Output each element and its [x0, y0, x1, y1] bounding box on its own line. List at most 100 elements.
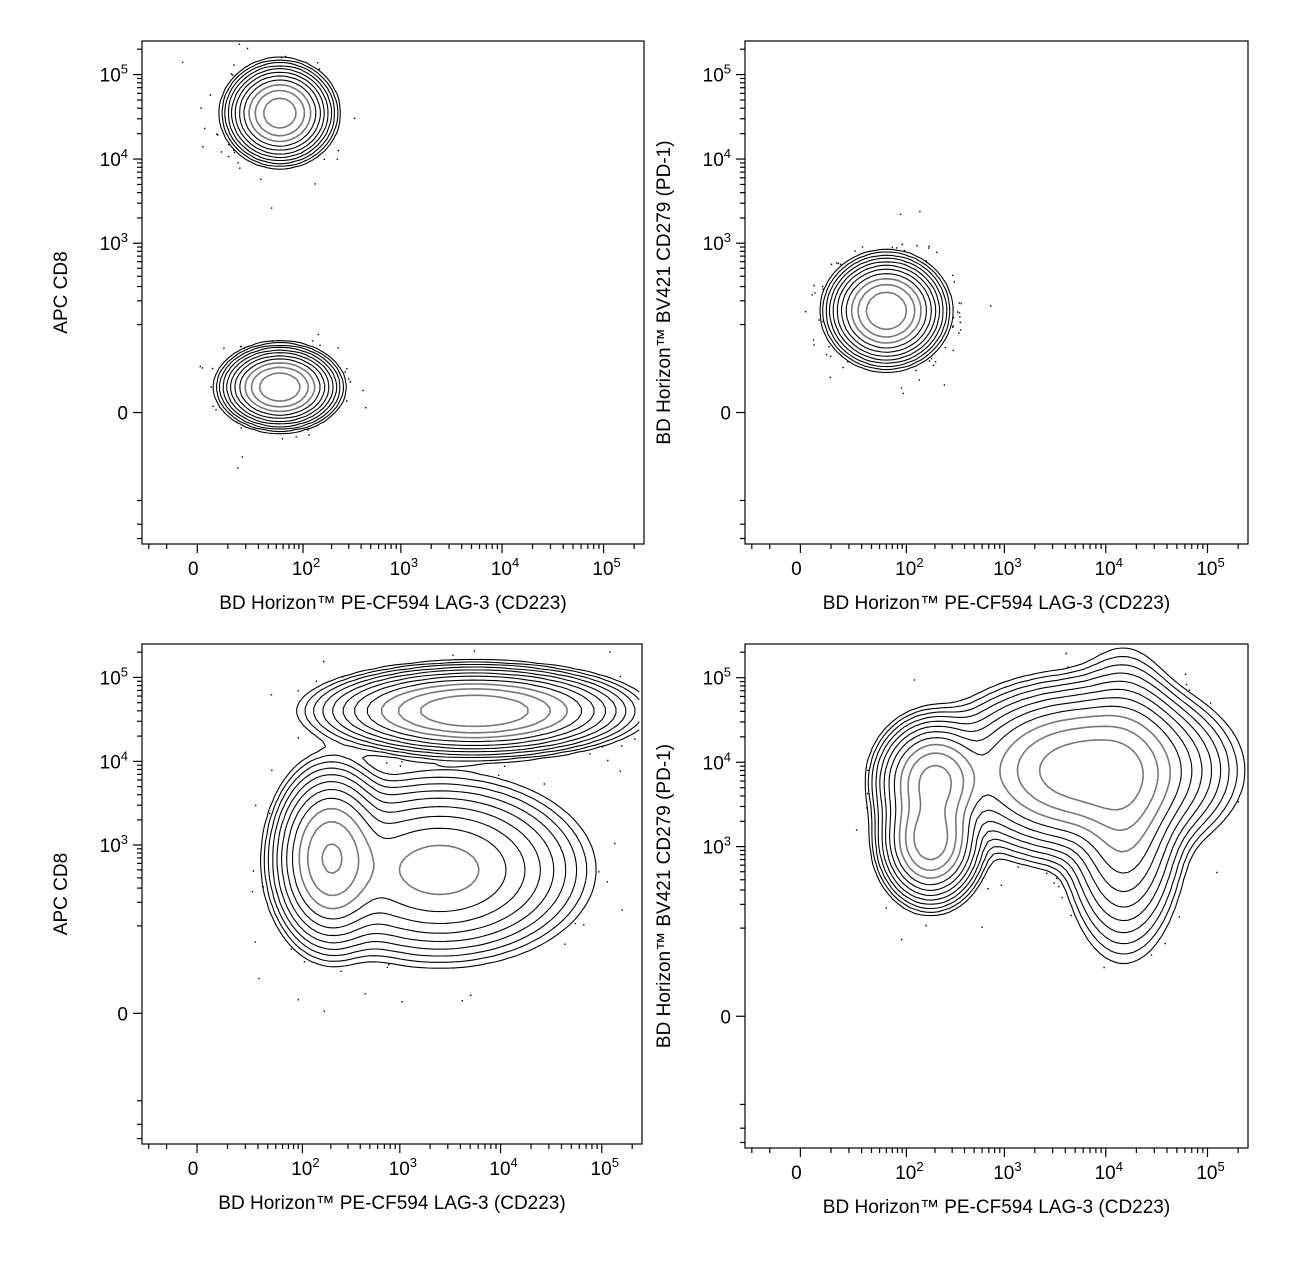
x-tick-label: 104: [1095, 1159, 1123, 1184]
y-tick-label: 103: [703, 230, 731, 255]
x-tick-label: 102: [895, 555, 923, 580]
plot-panel-3: 0 102 103 104 105 0 103 104 105 BD Horizon™ PE-CF…: [51, 643, 643, 1214]
x-tick-label: 102: [292, 555, 320, 580]
contour-level-5: [276, 669, 617, 944]
x-axis: 0 102 103 104 105: [751, 1148, 1239, 1184]
x-tick-label: 0: [188, 559, 199, 580]
contour-level-1: [819, 248, 954, 373]
y-axis-title: APC CD8: [51, 853, 72, 935]
y-tick-label: 103: [100, 230, 128, 255]
y-axis: 0 103 104 105: [703, 651, 745, 1144]
outlier-events: [181, 43, 367, 469]
x-tick-label: 0: [791, 559, 802, 580]
contour-level-2: [216, 59, 344, 433]
contour-level-9: [850, 278, 922, 344]
x-axis-title: BD Horizon™ PE-CF594 LAG-3 (CD223): [823, 593, 1170, 614]
contour-level-9: [898, 714, 1171, 879]
contour-level-3: [267, 663, 636, 957]
plot-panel-4: 0 102 103 104 105 0 103 104 105 BD Horizon™ PE-CF…: [654, 643, 1249, 1218]
contour-level-8: [239, 79, 321, 416]
y-tick-label: 104: [100, 748, 128, 773]
y-axis-title: APC CD8: [51, 251, 72, 333]
y-tick-label: 103: [703, 834, 731, 859]
plot-frame: [141, 643, 643, 1145]
contour-level-10: [307, 688, 551, 897]
contour-level-6: [281, 672, 606, 937]
x-axis-title: BD Horizon™ PE-CF594 LAG-3 (CD223): [823, 1197, 1170, 1218]
contour-level-4: [222, 65, 338, 428]
contour-level-7: [286, 675, 595, 929]
x-tick-label: 105: [1196, 555, 1224, 580]
contour-level-7: [888, 697, 1193, 893]
contour-level-7: [840, 268, 932, 353]
plot-frame: [744, 643, 1249, 1149]
contour-level-4: [828, 257, 944, 364]
y-axis: 0 103 104 105: [100, 651, 142, 1140]
y-axis-title: BD Horizon™ BV421 CD279 (PD-1): [654, 744, 675, 1048]
contour-level-10: [904, 725, 1159, 872]
x-axis-title: BD Horizon™ PE-CF594 LAG-3 (CD223): [218, 1193, 565, 1214]
contour-level-3: [871, 664, 1230, 945]
y-tick-label: 104: [703, 749, 731, 774]
y-tick-label: 105: [703, 665, 731, 690]
contour-level-3: [218, 61, 341, 430]
contour-level-5: [879, 680, 1213, 922]
contour-level-1: [260, 658, 640, 969]
contour-level-4: [875, 672, 1222, 934]
contour-level-5: [226, 68, 334, 425]
contour-level-7: [234, 75, 326, 419]
x-tick-label: 0: [188, 1159, 199, 1180]
x-tick-label: 103: [993, 555, 1021, 580]
outlier-events: [251, 650, 636, 1012]
x-axis-title: BD Horizon™ PE-CF594 LAG-3 (CD223): [219, 593, 566, 614]
contour-level-2: [867, 655, 1238, 955]
x-tick-label: 102: [895, 1159, 923, 1184]
x-tick-label: 104: [489, 1155, 517, 1180]
contour-level-9: [298, 683, 568, 910]
contour-level-10: [857, 283, 916, 338]
x-tick-label: 104: [491, 555, 519, 580]
plot-panel-2: 0 102 103 104 105 0 103 104 105 BD Horizon™ PE-CF…: [654, 40, 1249, 614]
contour-level-8: [893, 705, 1182, 886]
x-tick-label: 103: [389, 1155, 417, 1180]
y-tick-label: 0: [117, 1004, 128, 1025]
x-tick-label: 105: [591, 1155, 619, 1180]
contour-level-11: [865, 291, 908, 331]
plot-panel-1: 0 102 103 104 105 0 103 104 105 BD Horizon™ PE-CF…: [51, 40, 645, 614]
contour-level-2: [822, 251, 951, 371]
contour-level-1: [864, 647, 1246, 965]
contour-level-2: [263, 661, 640, 963]
x-tick-label: 105: [592, 555, 620, 580]
contour-level-4: [272, 666, 627, 951]
x-tick-label: 103: [993, 1159, 1021, 1184]
contour-level-8: [291, 679, 582, 920]
contour-level-8: [845, 273, 927, 349]
y-axis: 0 103 104 105: [703, 48, 745, 540]
plot-frame: [141, 40, 645, 545]
x-axis: 0 102 103 104 105: [148, 1144, 633, 1180]
contour-level-6: [836, 264, 937, 357]
contour-level-9: [244, 84, 316, 413]
contour-level-5: [832, 261, 941, 361]
contour-level-10: [250, 89, 309, 408]
x-tick-label: 104: [1095, 555, 1123, 580]
y-tick-label: 104: [100, 146, 128, 171]
y-tick-label: 0: [720, 1007, 731, 1028]
x-tick-label: 0: [791, 1163, 802, 1184]
outlier-events: [804, 210, 992, 395]
y-tick-label: 0: [720, 404, 731, 425]
contour-level-11: [913, 739, 1144, 861]
y-tick-label: 104: [703, 146, 731, 171]
y-tick-label: 105: [100, 62, 128, 87]
x-tick-label: 102: [291, 1155, 319, 1180]
x-tick-label: 103: [390, 555, 418, 580]
contour-level-6: [883, 688, 1203, 908]
contour-level-3: [825, 254, 948, 368]
x-axis: 0 102 103 104 105: [751, 544, 1239, 580]
contour-level-11: [321, 694, 529, 874]
y-axis: 0 103 104 105: [100, 48, 142, 540]
contour-level-11: [259, 97, 301, 402]
x-tick-label: 105: [1196, 1159, 1224, 1184]
y-tick-label: 105: [703, 62, 731, 87]
